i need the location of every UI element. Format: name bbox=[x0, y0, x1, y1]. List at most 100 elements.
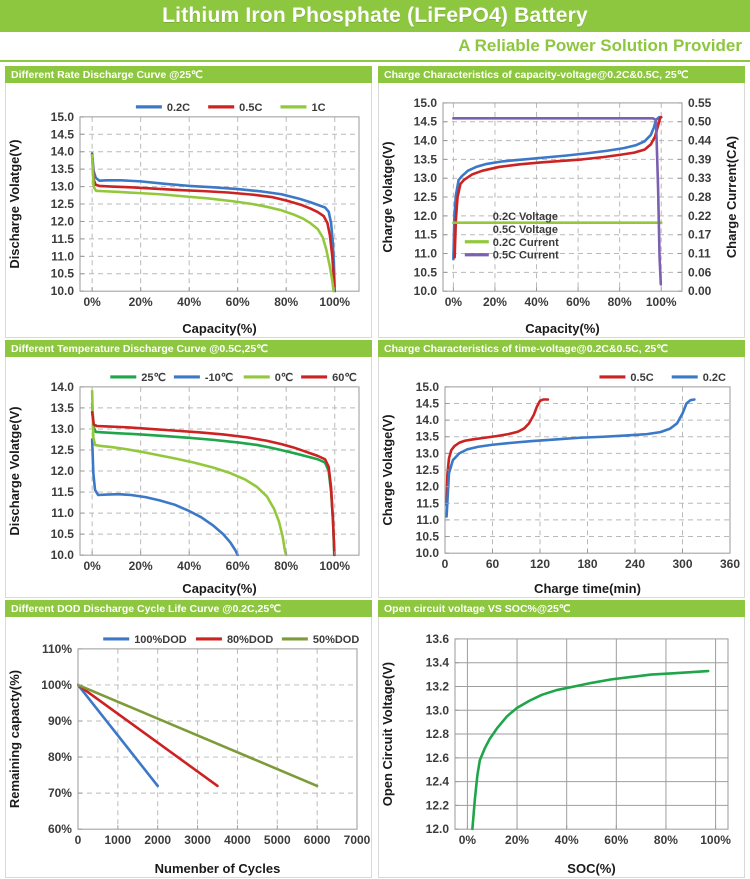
svg-text:12.0: 12.0 bbox=[414, 209, 438, 223]
panel-header-dod-cycle-life: Different DOD Discharge Cycle Life Curve… bbox=[5, 600, 372, 617]
svg-text:0.2C Voltage: 0.2C Voltage bbox=[493, 211, 558, 223]
svg-text:5000: 5000 bbox=[264, 833, 291, 847]
svg-text:80%: 80% bbox=[274, 295, 298, 309]
svg-text:0%: 0% bbox=[445, 295, 463, 309]
svg-text:60%: 60% bbox=[226, 559, 250, 573]
chart-charge-capacity-voltage: 10.0 10.5 11.0 11.5 12.0 12.5 13.0 13.5 14.0 14.5… bbox=[378, 83, 745, 338]
svg-text:4000: 4000 bbox=[224, 833, 251, 847]
svg-text:12.0: 12.0 bbox=[416, 480, 440, 494]
svg-text:12.0: 12.0 bbox=[51, 214, 75, 228]
panel-title: Different DOD Discharge Cycle Life Curve… bbox=[11, 602, 282, 615]
svg-text:120: 120 bbox=[530, 557, 550, 571]
panel-ocv-soc: Open circuit voltage VS SOC%@25℃ 12.0 12.… bbox=[378, 600, 745, 878]
svg-text:90%: 90% bbox=[48, 714, 72, 728]
svg-text:100%: 100% bbox=[646, 295, 677, 309]
svg-text:180: 180 bbox=[577, 557, 597, 571]
panel-charge-capacity-voltage: Charge Characteristics of capacity-volta… bbox=[378, 66, 745, 338]
svg-text:10.0: 10.0 bbox=[51, 284, 75, 298]
svg-text:13.5: 13.5 bbox=[51, 162, 75, 176]
svg-text:60%: 60% bbox=[566, 295, 590, 309]
charts-grid: Different Rate Discharge Curve @25℃ 10.0… bbox=[0, 62, 750, 878]
svg-text:0: 0 bbox=[75, 833, 82, 847]
svg-text:SOC(%): SOC(%) bbox=[567, 861, 615, 876]
page-title-bar: Lithium Iron Phosphate (LiFePO4) Battery bbox=[0, 0, 750, 32]
svg-text:0.55: 0.55 bbox=[688, 96, 712, 110]
svg-text:7000: 7000 bbox=[344, 833, 371, 847]
svg-text:20%: 20% bbox=[129, 559, 153, 573]
svg-text:10.0: 10.0 bbox=[414, 284, 438, 298]
svg-text:0.2C: 0.2C bbox=[703, 372, 726, 384]
svg-text:11.0: 11.0 bbox=[414, 247, 437, 261]
svg-text:Charge time(min): Charge time(min) bbox=[534, 581, 641, 596]
svg-text:13.2: 13.2 bbox=[426, 679, 450, 693]
svg-text:Capacity(%): Capacity(%) bbox=[525, 321, 599, 336]
svg-text:40%: 40% bbox=[177, 295, 201, 309]
svg-text:13.0: 13.0 bbox=[426, 703, 450, 717]
svg-text:13.5: 13.5 bbox=[414, 152, 438, 166]
page-subtitle-bar: A Reliable Power Solution Provider bbox=[0, 32, 750, 62]
svg-text:0.2C: 0.2C bbox=[167, 102, 190, 114]
panel-header-charge-capacity-voltage: Charge Characteristics of capacity-volta… bbox=[378, 66, 745, 83]
svg-text:1000: 1000 bbox=[105, 833, 132, 847]
svg-text:11.0: 11.0 bbox=[51, 249, 74, 263]
svg-text:10.0: 10.0 bbox=[416, 546, 440, 560]
svg-text:13.0: 13.0 bbox=[414, 171, 438, 185]
svg-text:12.5: 12.5 bbox=[414, 190, 438, 204]
page-subtitle: A Reliable Power Solution Provider bbox=[458, 36, 742, 55]
svg-text:100%: 100% bbox=[319, 559, 350, 573]
svg-text:-10℃: -10℃ bbox=[205, 372, 233, 384]
svg-text:60: 60 bbox=[486, 557, 500, 571]
svg-text:12.5: 12.5 bbox=[416, 463, 440, 477]
svg-text:60℃: 60℃ bbox=[332, 372, 357, 384]
svg-text:100%: 100% bbox=[319, 295, 350, 309]
svg-text:14.0: 14.0 bbox=[414, 134, 438, 148]
chart-temperature-discharge: 10.0 10.5 11.0 11.5 12.0 12.5 13.0 13.5 14.0 0% 20… bbox=[5, 357, 372, 598]
panel-temperature-discharge: Different Temperature Discharge Curve @0… bbox=[5, 340, 372, 598]
svg-text:60%: 60% bbox=[226, 295, 250, 309]
svg-text:15.0: 15.0 bbox=[51, 110, 75, 124]
svg-text:60%: 60% bbox=[604, 833, 628, 847]
svg-text:0.33: 0.33 bbox=[688, 171, 712, 185]
svg-text:240: 240 bbox=[625, 557, 645, 571]
svg-text:13.6: 13.6 bbox=[426, 632, 450, 646]
svg-text:14.5: 14.5 bbox=[414, 115, 438, 129]
svg-text:2000: 2000 bbox=[144, 833, 171, 847]
svg-text:Charge Volatge(V): Charge Volatge(V) bbox=[380, 414, 395, 525]
svg-text:0.06: 0.06 bbox=[688, 265, 712, 279]
svg-text:13.5: 13.5 bbox=[51, 401, 75, 415]
svg-text:110%: 110% bbox=[42, 642, 72, 656]
svg-text:0.5C: 0.5C bbox=[239, 102, 262, 114]
svg-text:13.5: 13.5 bbox=[416, 430, 440, 444]
svg-text:14.5: 14.5 bbox=[51, 127, 75, 141]
svg-text:0.22: 0.22 bbox=[688, 209, 712, 223]
svg-text:13.0: 13.0 bbox=[416, 446, 440, 460]
svg-text:0%: 0% bbox=[83, 295, 101, 309]
svg-text:3000: 3000 bbox=[184, 833, 211, 847]
svg-text:80%: 80% bbox=[608, 295, 632, 309]
panel-header-charge-time-voltage: Charge Characteristics of time-voltage@0… bbox=[378, 340, 745, 357]
svg-text:0.00: 0.00 bbox=[688, 284, 712, 298]
panel-dod-cycle-life: Different DOD Discharge Cycle Life Curve… bbox=[5, 600, 372, 878]
svg-text:Charge Current(CA): Charge Current(CA) bbox=[724, 136, 739, 258]
svg-text:10.5: 10.5 bbox=[51, 527, 75, 541]
svg-text:15.0: 15.0 bbox=[416, 380, 440, 394]
svg-text:14.0: 14.0 bbox=[51, 380, 75, 394]
svg-text:20%: 20% bbox=[505, 833, 529, 847]
svg-text:11.5: 11.5 bbox=[416, 496, 439, 510]
svg-text:0.5C: 0.5C bbox=[630, 372, 653, 384]
svg-text:11.0: 11.0 bbox=[51, 506, 74, 520]
svg-text:20%: 20% bbox=[129, 295, 153, 309]
chart-rate-discharge: 10.0 10.5 11.0 11.5 12.0 12.5 13.0 13.5 14.0 14.5… bbox=[5, 83, 372, 338]
svg-text:0.11: 0.11 bbox=[688, 247, 711, 261]
svg-text:360: 360 bbox=[720, 557, 740, 571]
svg-text:50%DOD: 50%DOD bbox=[313, 634, 359, 646]
svg-text:11.5: 11.5 bbox=[414, 228, 437, 242]
svg-text:13.0: 13.0 bbox=[51, 422, 75, 436]
svg-text:0.5C Current: 0.5C Current bbox=[493, 250, 559, 262]
svg-text:0%: 0% bbox=[459, 833, 477, 847]
svg-text:0.39: 0.39 bbox=[688, 152, 712, 166]
svg-text:Discharge Volatge(V): Discharge Volatge(V) bbox=[7, 139, 22, 268]
chart-charge-time-voltage: 10.0 10.5 11.0 11.5 12.0 12.5 13.0 13.5 14.0 14.5… bbox=[378, 357, 745, 598]
svg-text:100%: 100% bbox=[700, 833, 731, 847]
